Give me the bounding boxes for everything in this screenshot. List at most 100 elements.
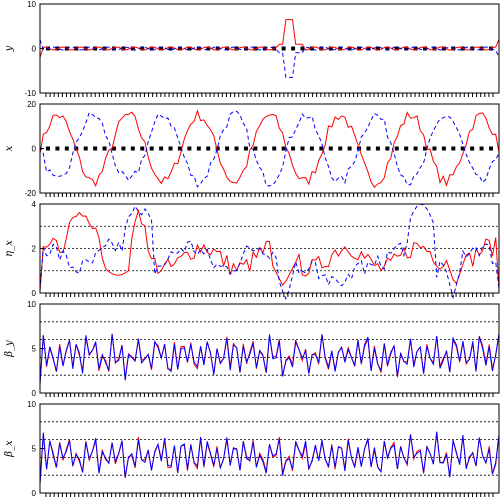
element-marker [451, 46, 456, 51]
element-marker [215, 46, 220, 51]
element-marker [413, 46, 418, 51]
element-marker [243, 146, 248, 151]
element-marker [121, 46, 126, 51]
y-tick-label: 10 [27, 300, 36, 309]
y-tick-label: 0 [32, 389, 37, 398]
element-marker [338, 46, 343, 51]
element-marker [130, 146, 135, 151]
element-marker [177, 46, 182, 51]
y-tick-label: -20 [24, 189, 36, 198]
element-marker [319, 146, 324, 151]
element-marker [46, 146, 50, 151]
y-axis-label: β_y [4, 340, 15, 358]
element-marker [470, 146, 475, 151]
element-marker [64, 146, 69, 151]
element-marker [149, 46, 154, 51]
element-marker [243, 46, 248, 51]
element-marker [187, 146, 192, 151]
element-marker [281, 46, 286, 51]
element-marker [130, 46, 135, 51]
element-marker [225, 46, 230, 51]
series-line-0 [39, 109, 500, 188]
element-marker [291, 46, 296, 51]
element-marker [309, 146, 314, 151]
panel-4: 0 5 10 β_x [4, 400, 500, 498]
element-marker [451, 146, 456, 151]
y-tick-label: 0 [32, 489, 37, 498]
element-marker [423, 46, 428, 51]
element-marker [432, 46, 437, 51]
element-marker [394, 146, 399, 151]
panel-frame [39, 3, 500, 94]
element-marker [413, 146, 418, 151]
series-line-0 [39, 19, 500, 58]
element-marker [385, 146, 390, 151]
series-line-1 [39, 110, 500, 188]
element-marker [168, 146, 173, 151]
element-marker [366, 46, 371, 51]
element-marker [121, 146, 126, 151]
y-tick-label: 2 [32, 245, 37, 254]
element-marker [375, 46, 380, 51]
y-tick-label: -10 [24, 89, 36, 98]
element-marker [281, 146, 286, 151]
element-marker [460, 146, 465, 151]
element-marker [215, 146, 220, 151]
element-marker [272, 146, 277, 151]
element-marker [441, 46, 446, 51]
element-marker [319, 46, 324, 51]
element-marker [300, 46, 305, 51]
series-line-1 [39, 39, 500, 78]
element-marker [140, 46, 145, 51]
element-marker [140, 146, 145, 151]
element-marker [404, 146, 409, 151]
element-marker [206, 46, 211, 51]
element-marker [149, 146, 154, 151]
element-marker [423, 146, 428, 151]
y-tick-label: 10 [27, 400, 36, 409]
series-line-1 [39, 431, 500, 485]
y-tick-label: 0 [32, 145, 37, 154]
y-tick-label: 0 [32, 45, 37, 54]
series-line-0 [39, 208, 500, 291]
element-marker [196, 146, 201, 151]
panel-frame [39, 103, 500, 194]
y-tick-label: 0 [32, 289, 37, 298]
element-marker [328, 146, 333, 151]
element-marker [347, 146, 352, 151]
element-marker [206, 146, 211, 151]
element-marker [338, 146, 343, 151]
element-marker [225, 146, 230, 151]
panel-frame [39, 303, 500, 394]
element-marker [479, 146, 484, 151]
element-marker [93, 46, 98, 51]
panel-0: -10 0 10 y [4, 0, 500, 98]
element-marker [168, 46, 173, 51]
y-axis-label: x [4, 145, 15, 151]
element-marker [441, 146, 446, 151]
series-line-0 [39, 432, 500, 485]
panel-3: 0 5 10 β_y [4, 300, 500, 398]
y-axis-label: y [4, 45, 15, 52]
y-tick-label: 10 [27, 0, 36, 9]
element-marker [234, 146, 239, 151]
element-marker [55, 146, 60, 151]
panel-1: -20 0 20 x [4, 100, 500, 198]
y-axis-label: β_x [4, 440, 15, 458]
element-marker [309, 46, 314, 51]
element-marker [187, 46, 192, 51]
y-tick-label: 4 [32, 200, 37, 209]
element-marker [102, 146, 107, 151]
element-marker [357, 46, 362, 51]
y-tick-label: 20 [27, 100, 36, 109]
element-marker [375, 146, 380, 151]
y-axis-label: η_x [4, 240, 15, 257]
element-marker [347, 46, 352, 51]
element-marker [234, 46, 239, 51]
element-marker [385, 46, 390, 51]
element-marker [111, 46, 116, 51]
element-marker [328, 46, 333, 51]
element-marker [177, 146, 182, 151]
element-marker [262, 146, 267, 151]
